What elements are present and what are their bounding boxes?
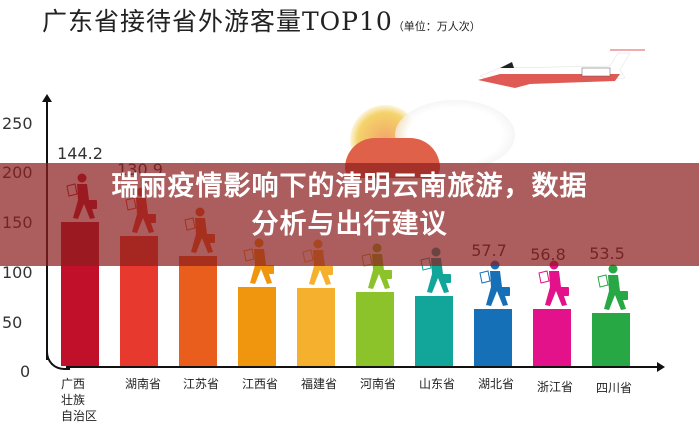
x-label: 广西 壮族 自治区 [61, 377, 98, 423]
walking-traveler-icon [479, 260, 510, 306]
bar [297, 287, 335, 366]
y-tick-50: 50 [2, 313, 23, 332]
bar [474, 308, 512, 366]
x-label: 江苏省 [182, 377, 219, 391]
bar [238, 286, 276, 366]
x-label: 山东省 [418, 377, 455, 391]
x-axis-arrow [657, 362, 665, 372]
headline-banner [0, 163, 699, 266]
x-axis [66, 366, 658, 368]
bar [533, 309, 571, 366]
axis-corner [46, 346, 70, 370]
y-tick-0: 0 [20, 362, 31, 381]
x-label: 河南省 [359, 377, 396, 391]
y-tick-100: 100 [2, 263, 33, 282]
bar [356, 291, 394, 366]
x-label: 四川省 [595, 381, 632, 395]
chart-unit: （单位：万人次） [392, 20, 481, 33]
headline: 瑞丽疫情影响下的清明云南旅游，数据 分析与出行建议 [0, 168, 699, 244]
chart-title: 广东省接待省外游客量TOP10（单位：万人次） [42, 7, 481, 36]
walking-traveler-icon [597, 264, 628, 310]
x-label: 湖北省 [477, 377, 514, 391]
bar [179, 256, 217, 366]
airplane-icon [478, 49, 645, 88]
walking-traveler-icon [538, 260, 569, 307]
bar [415, 296, 453, 366]
x-label: 江西省 [241, 377, 278, 391]
bar [592, 312, 630, 366]
y-tick-250: 250 [2, 114, 33, 133]
x-label: 浙江省 [536, 380, 573, 394]
headline-line-2: 分析与出行建议 [251, 209, 448, 240]
value-label: 144.2 [57, 144, 103, 163]
x-label: 湖南省 [124, 377, 161, 391]
headline-line-1: 瑞丽疫情影响下的清明云南旅游，数据 [111, 171, 588, 202]
x-label: 福建省 [300, 377, 337, 391]
